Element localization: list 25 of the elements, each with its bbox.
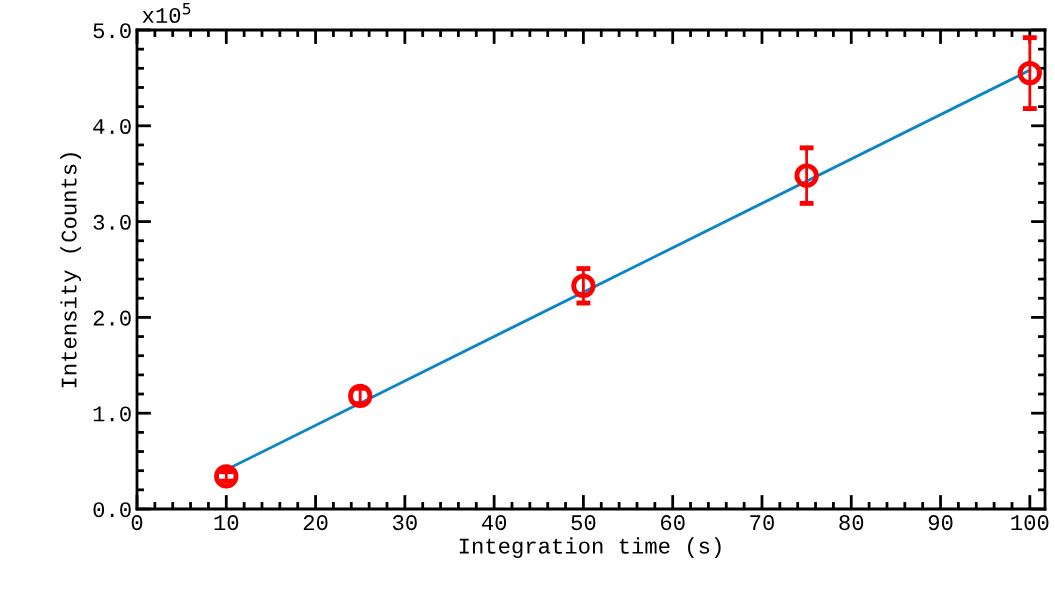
x-tick-label: 20 — [303, 515, 328, 531]
x-tick-label: 90 — [928, 515, 953, 531]
x-tick-label: 60 — [661, 515, 685, 531]
text: x10$^{5}$ — [142, 2, 191, 24]
x-tick-label: 10 — [214, 515, 239, 531]
point — [794, 163, 819, 188]
x-tick-label: 50 — [571, 515, 596, 531]
y-tick-label: 2.0 — [93, 310, 131, 326]
x-tick-label: 0 — [131, 515, 143, 531]
x-tick-label: 70 — [750, 515, 774, 531]
x-tick-label: 100 — [1011, 515, 1049, 531]
x-tick-label: 40 — [481, 515, 507, 531]
point — [571, 273, 596, 298]
y-tick-label: 5.0 — [93, 23, 131, 39]
y-tick-label: 4.0 — [93, 118, 131, 135]
y-tick-label: 1.0 — [93, 406, 131, 422]
y-axis-title: Intensity (Counts) — [60, 153, 82, 388]
point — [348, 383, 373, 409]
x-tick-label: 80 — [839, 515, 864, 531]
x-axis-title: Integration time (s) — [459, 537, 721, 559]
x-tick-label: 30 — [392, 515, 417, 531]
y-tick-label: 3.0 — [93, 214, 131, 230]
y-tick-label: 0.0 — [93, 502, 131, 518]
point — [214, 464, 239, 489]
point — [1017, 60, 1042, 86]
